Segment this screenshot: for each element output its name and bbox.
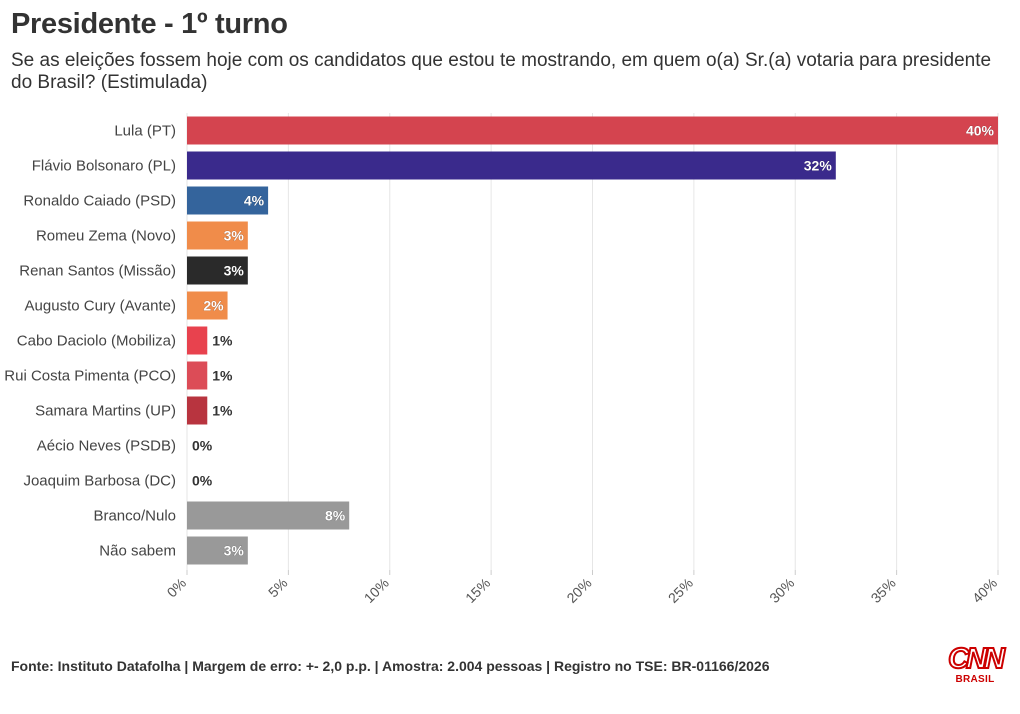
bar — [187, 116, 998, 145]
bar — [187, 361, 208, 390]
x-tick-label: 10% — [361, 575, 392, 606]
value-label: 1% — [212, 333, 233, 349]
category-label: Romeu Zema (Novo) — [36, 228, 176, 245]
x-tick-label: 35% — [868, 575, 899, 606]
category-label: Augusto Cury (Avante) — [25, 298, 176, 315]
chart-subtitle: Se as eleições fossem hoje com os candid… — [11, 50, 992, 93]
x-tick-label: 30% — [766, 575, 797, 606]
category-label: Ronaldo Caiado (PSD) — [23, 193, 176, 210]
x-tick-label: 0% — [163, 575, 189, 601]
x-tick-label: 5% — [265, 575, 291, 601]
bar — [187, 326, 208, 355]
category-label: Flávio Bolsonaro (PL) — [32, 158, 176, 175]
bar — [187, 536, 248, 565]
category-label: Renan Santos (Missão) — [19, 263, 176, 280]
value-label: 3% — [224, 228, 245, 244]
bar — [187, 186, 269, 215]
value-label: 3% — [224, 263, 245, 279]
bar — [187, 501, 350, 530]
value-label: 0% — [192, 473, 213, 489]
cnn-logo-sub: BRASIL — [955, 674, 995, 685]
x-tick-label: 40% — [969, 575, 1000, 606]
source-note: Fonte: Instituto Datafolha | Margem de e… — [11, 658, 770, 674]
category-label: Não sabem — [99, 543, 176, 560]
value-label: 4% — [244, 193, 265, 209]
bar — [187, 256, 248, 285]
category-label: Cabo Daciolo (Mobiliza) — [17, 333, 176, 350]
chart-title: Presidente - 1º turno — [11, 8, 288, 40]
value-label: 40% — [966, 123, 995, 139]
category-label: Joaquim Barbosa (DC) — [23, 473, 176, 490]
bar — [187, 291, 228, 320]
bar — [187, 151, 836, 180]
category-label: Lula (PT) — [114, 123, 176, 140]
cnn-logo-mark: CNN — [947, 643, 1006, 675]
value-label: 1% — [212, 368, 233, 384]
bar — [187, 396, 208, 425]
bar-chart: 0% 5% 10% 15% 20% 25% 30% 35% 40% Lula (PT) 40% Flá… — [4, 113, 1000, 606]
cnn-brasil-logo: CNN BRASIL — [946, 643, 1006, 688]
value-label: 8% — [325, 508, 346, 524]
value-label: 2% — [203, 298, 224, 314]
value-label: 1% — [212, 403, 233, 419]
value-label: 0% — [192, 438, 213, 454]
bar — [187, 221, 248, 250]
x-tick-label: 25% — [665, 575, 696, 606]
value-label: 3% — [224, 543, 245, 559]
category-label: Rui Costa Pimenta (PCO) — [4, 368, 176, 385]
value-label: 32% — [804, 158, 833, 174]
category-label: Samara Martins (UP) — [35, 403, 176, 420]
category-label: Branco/Nulo — [93, 508, 176, 525]
x-tick-label: 15% — [462, 575, 493, 606]
category-label: Aécio Neves (PSDB) — [37, 438, 176, 455]
x-tick-label: 20% — [563, 575, 594, 606]
